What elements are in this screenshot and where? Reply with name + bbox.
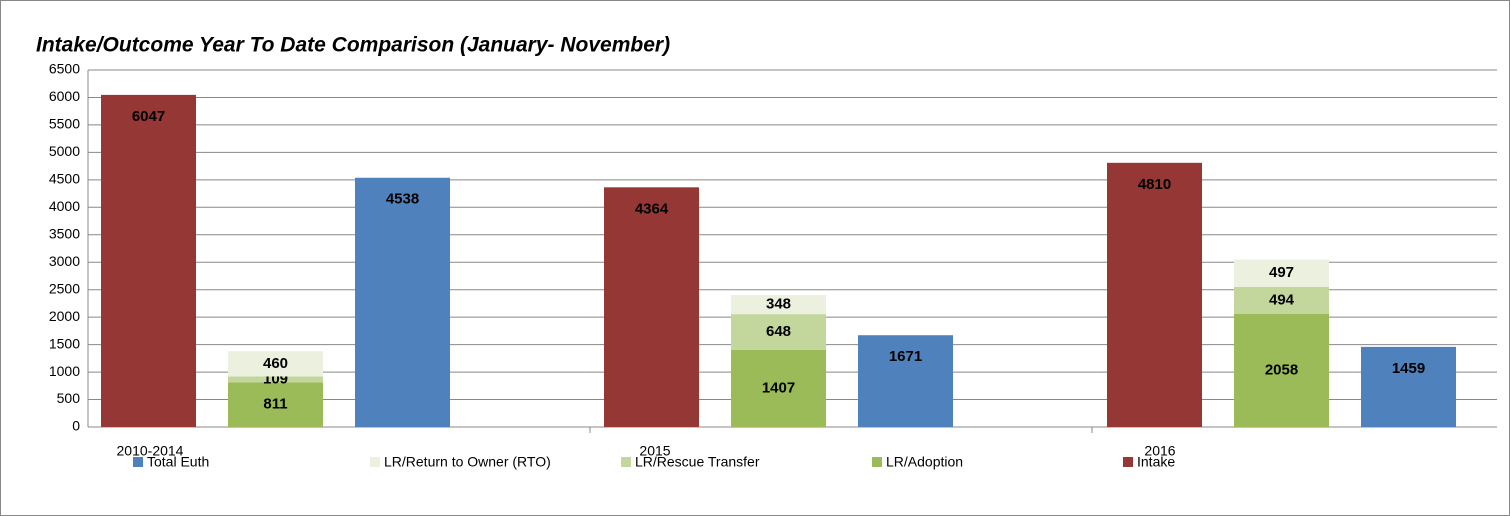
bar: [1107, 162, 1202, 427]
bar: [1234, 313, 1329, 427]
data-label: 348: [766, 296, 791, 313]
bar: [731, 295, 826, 315]
data-label: 6047: [132, 108, 165, 125]
data-label: 1407: [762, 379, 795, 396]
bar: [731, 349, 826, 427]
bar: [228, 351, 323, 377]
bar: [1361, 346, 1456, 427]
bar: [858, 335, 953, 427]
y-tick-label: 6500: [49, 61, 80, 77]
bar: [101, 94, 196, 427]
bar: [1234, 286, 1329, 314]
x-tick-label: 2016: [1144, 443, 1175, 459]
legend-swatch: [1123, 457, 1133, 467]
data-label: 1671: [889, 348, 922, 365]
bar: [731, 314, 826, 350]
data-label: 460: [263, 355, 288, 372]
y-tick-label: 5500: [49, 116, 80, 132]
x-tick-label: 2010-2014: [117, 443, 184, 459]
legend-swatch: [133, 457, 143, 467]
bar: [228, 376, 323, 383]
y-tick-label: 3000: [49, 253, 80, 269]
legend-label: LR/Adoption: [886, 454, 963, 470]
y-tick-label: 1500: [49, 335, 80, 351]
y-tick-label: 0: [72, 418, 80, 434]
bar: [228, 382, 323, 427]
bar: [355, 177, 450, 427]
legend-swatch: [621, 457, 631, 467]
data-label: 648: [766, 323, 791, 340]
data-label: 4538: [386, 191, 419, 208]
bar: [1234, 259, 1329, 287]
y-tick-label: 4000: [49, 198, 80, 214]
data-label: 1459: [1392, 360, 1425, 377]
legend-swatch: [872, 457, 882, 467]
data-label: 811: [263, 396, 287, 413]
chart-title: Intake/Outcome Year To Date Comparison (…: [36, 34, 670, 57]
y-tick-label: 2500: [49, 280, 80, 296]
y-tick-label: 6000: [49, 88, 80, 104]
y-tick-label: 500: [57, 390, 81, 406]
legend-label: Total Euth: [147, 454, 209, 470]
data-label: 4364: [635, 200, 669, 217]
data-label: 497: [1269, 264, 1294, 281]
legend-label: LR/Return to Owner (RTO): [384, 454, 551, 470]
legend-label: LR/Rescue Transfer: [635, 454, 760, 470]
y-tick-label: 1000: [49, 363, 80, 379]
legend-label: Intake: [1137, 454, 1175, 470]
legend-swatch: [370, 457, 380, 467]
y-tick-label: 2000: [49, 308, 80, 324]
data-label: 494: [1269, 291, 1295, 308]
bar: [604, 187, 699, 427]
data-label: 2058: [1265, 361, 1298, 378]
y-tick-label: 4500: [49, 171, 80, 187]
data-label: 4810: [1138, 176, 1171, 193]
x-tick-label: 2015: [639, 443, 670, 459]
y-tick-label: 5000: [49, 143, 80, 159]
y-tick-label: 3500: [49, 225, 80, 241]
